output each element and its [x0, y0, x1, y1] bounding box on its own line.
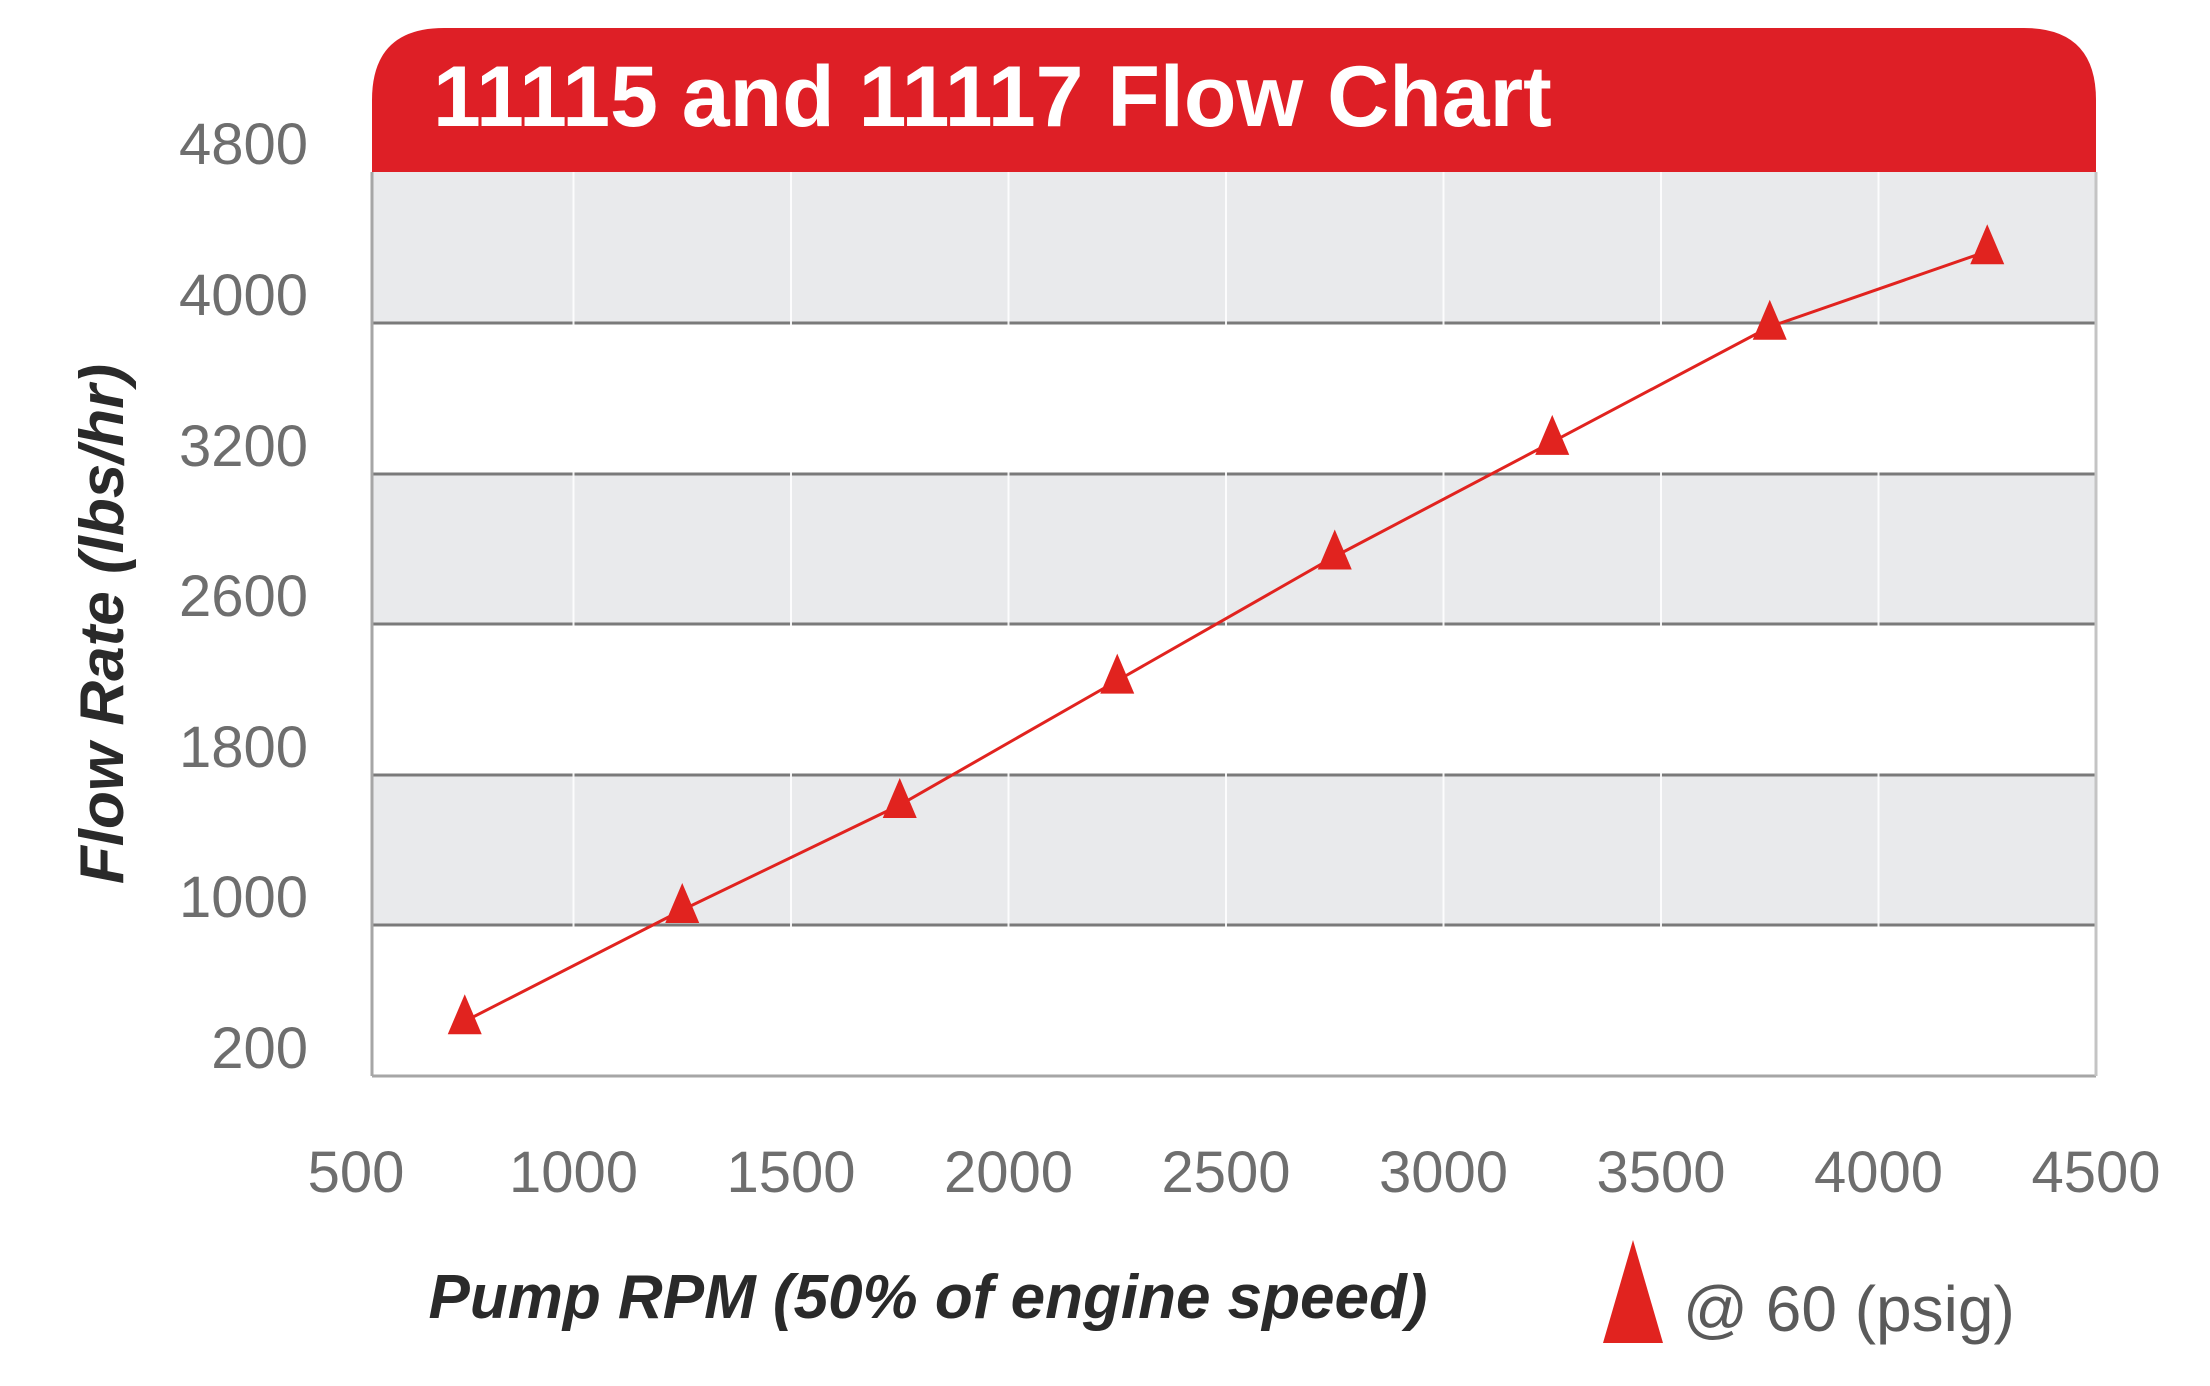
title-band [372, 28, 2096, 172]
chart-title: 11115 and 11117 Flow Chart [433, 49, 1552, 145]
x-tick-label: 500 [308, 1140, 405, 1205]
grid-bands [372, 172, 2096, 925]
legend: @ 60 (psig) [1603, 1240, 2015, 1345]
data-point-marker [665, 883, 700, 923]
data-point-marker [882, 778, 917, 818]
grid-band [372, 474, 2096, 624]
y-tick-labels: 200 1000 1800 2600 3200 4000 4800 [179, 112, 308, 1081]
x-tick-label: 2000 [944, 1140, 1073, 1205]
data-point-marker [1100, 653, 1135, 694]
grid-band [372, 775, 2096, 925]
series-line [464, 249, 1988, 1023]
data-point-marker [1970, 224, 2005, 265]
series-60-psig [447, 224, 2005, 1035]
x-tick-label: 3500 [1596, 1140, 1725, 1205]
plot-border [370, 172, 2098, 1078]
y-axis-title: Flow Rate (lbs/hr) [68, 364, 137, 884]
legend-label: @ 60 (psig) [1683, 1273, 2015, 1345]
x-tick-label: 3000 [1379, 1140, 1508, 1205]
data-point-marker [1317, 529, 1352, 570]
x-tick-label: 2500 [1161, 1140, 1290, 1205]
data-point-marker [447, 994, 482, 1035]
y-tick-label: 3200 [179, 414, 308, 479]
y-tick-label: 1000 [179, 865, 308, 930]
x-tick-labels: 500 1000 1500 2000 2500 3000 3500 4000 4500 [308, 1140, 2161, 1205]
x-axis-title: Pump RPM (50% of engine speed) [428, 1263, 1427, 1332]
data-point-marker [1752, 299, 1787, 340]
y-tick-label: 200 [211, 1016, 308, 1081]
data-point-marker [1535, 414, 1570, 455]
x-tick-label: 1000 [509, 1140, 638, 1205]
legend-triangle-marker [1603, 1240, 1663, 1343]
y-tick-label: 2600 [179, 564, 308, 629]
grid-band [372, 172, 2096, 323]
y-tick-label: 4000 [179, 263, 308, 328]
y-tick-label: 1800 [179, 715, 308, 780]
x-tick-label: 4500 [2031, 1140, 2160, 1205]
y-tick-label: 4800 [179, 112, 308, 177]
grid-lines [372, 172, 2096, 1076]
x-tick-label: 1500 [726, 1140, 855, 1205]
x-tick-label: 4000 [1814, 1140, 1943, 1205]
